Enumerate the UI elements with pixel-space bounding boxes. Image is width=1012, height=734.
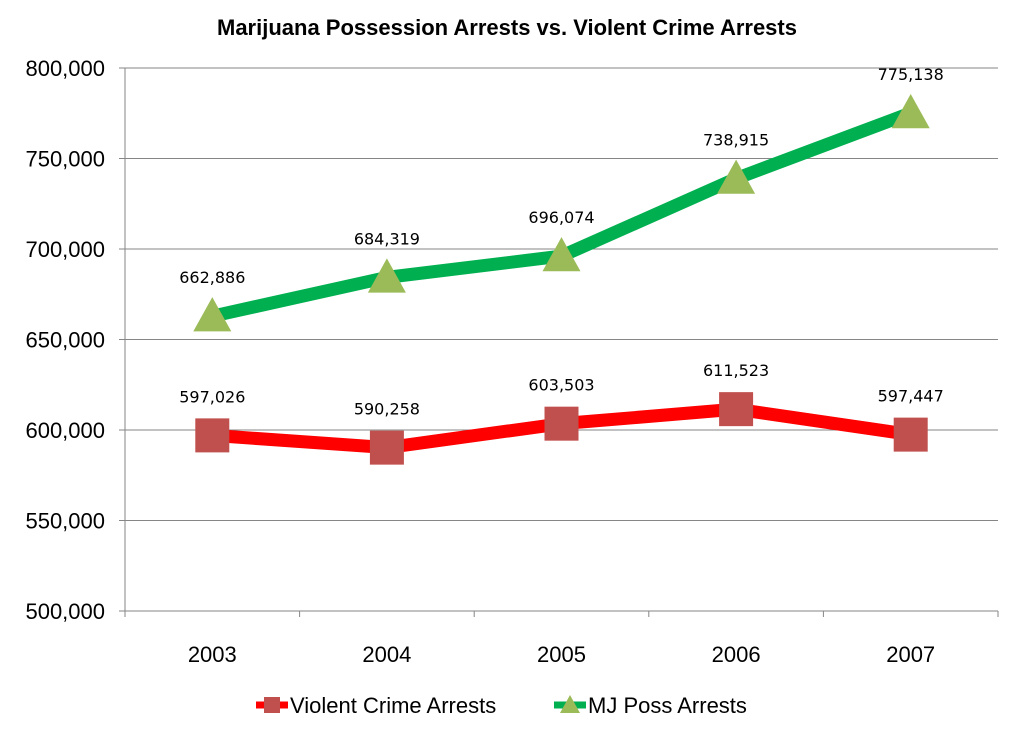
data-label: 684,319 <box>354 229 420 248</box>
gridlines <box>125 67 998 521</box>
data-point <box>367 258 406 293</box>
x-tick-label: 2004 <box>362 642 411 667</box>
legend-label: Violent Crime Arrests <box>290 693 496 718</box>
y-tick-label: 700,000 <box>25 237 105 262</box>
x-tick-label: 2005 <box>537 642 586 667</box>
data-label: 590,258 <box>354 400 420 419</box>
y-tick-label: 650,000 <box>25 328 105 353</box>
legend-marker <box>560 695 580 713</box>
legend-item: MJ Poss Arrests <box>554 693 747 718</box>
series-layer <box>193 94 930 465</box>
y-tick-label: 500,000 <box>25 599 105 624</box>
data-label: 597,447 <box>878 387 944 406</box>
legend-marker <box>264 697 280 713</box>
y-tick-label: 800,000 <box>25 56 105 81</box>
data-point <box>891 94 930 129</box>
legend-item: Violent Crime Arrests <box>256 693 496 718</box>
data-label: 662,886 <box>179 268 245 287</box>
y-tick-label: 600,000 <box>25 418 105 443</box>
data-point <box>195 418 230 453</box>
x-tick-label: 2006 <box>712 642 761 667</box>
data-point <box>544 406 579 441</box>
data-point <box>893 417 928 452</box>
data-point <box>369 430 404 465</box>
data-label: 738,915 <box>703 131 769 150</box>
data-label: 775,138 <box>878 65 944 84</box>
legend-label: MJ Poss Arrests <box>588 693 747 718</box>
data-label: 611,523 <box>703 361 769 380</box>
legend: Violent Crime Arrests MJ Poss Arrests <box>256 693 747 718</box>
y-axis-ticks: 500,000 550,000 600,000 650,000 700,000 750,0… <box>25 56 125 624</box>
data-label: 696,074 <box>528 208 594 227</box>
data-point <box>193 297 232 332</box>
data-point <box>717 159 756 194</box>
x-tick-label: 2003 <box>188 642 237 667</box>
data-labels: 597,026 590,258 603,503 611,523 597,447 662,8… <box>179 65 944 419</box>
y-tick-label: 750,000 <box>25 147 105 172</box>
y-tick-label: 550,000 <box>25 509 105 534</box>
x-axis-ticks: 2003 2004 2005 2006 2007 <box>124 611 999 667</box>
data-point <box>719 392 754 427</box>
x-tick-label: 2007 <box>886 642 935 667</box>
data-label: 597,026 <box>179 387 245 406</box>
data-point <box>542 237 581 272</box>
data-label: 603,503 <box>528 376 594 395</box>
chart-title: Marijuana Possession Arrests vs. Violent… <box>217 15 797 40</box>
